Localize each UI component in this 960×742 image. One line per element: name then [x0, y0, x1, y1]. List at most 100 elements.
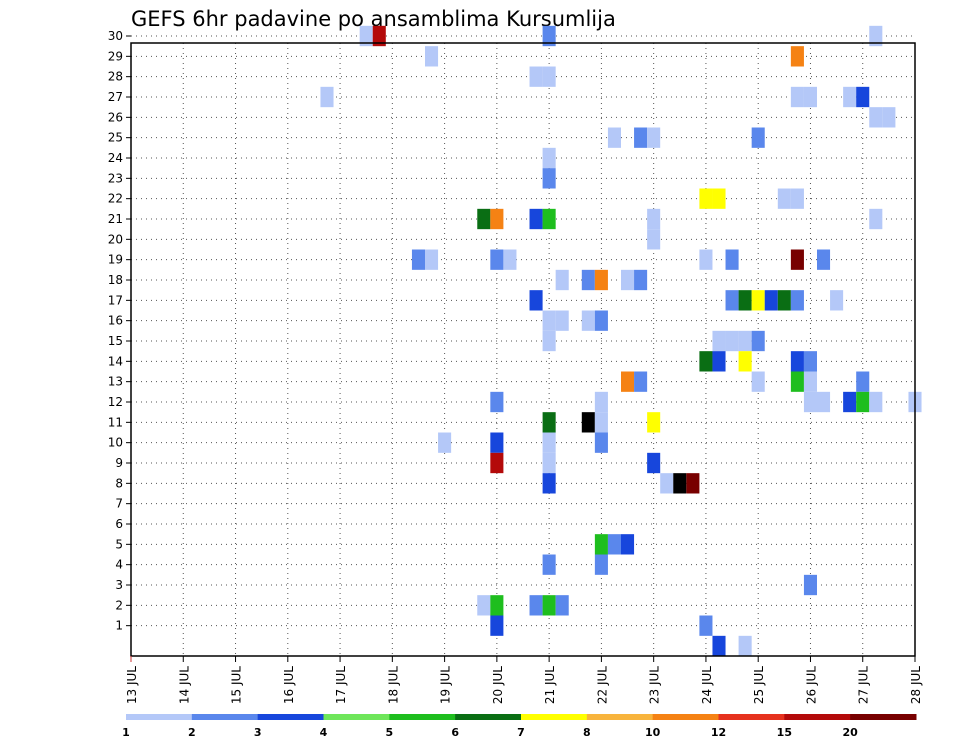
x-tick-label: 28 JUL — [909, 666, 923, 704]
precip-cell — [542, 412, 556, 433]
precip-cell — [542, 452, 556, 474]
precip-cell — [529, 290, 543, 311]
precip-cell — [790, 290, 804, 311]
legend-label: 15 — [777, 726, 792, 739]
precip-cell — [856, 86, 870, 108]
y-tick-label: 16 — [108, 314, 123, 328]
y-tick-label: 11 — [108, 415, 123, 429]
precip-cell — [555, 269, 569, 291]
precip-cell — [738, 635, 752, 657]
y-tick-label: 27 — [108, 90, 123, 104]
grid-lines — [131, 35, 915, 656]
precip-cell — [817, 249, 831, 270]
legend-swatch — [586, 714, 654, 720]
precip-cell — [790, 188, 804, 209]
precip-cell — [803, 86, 817, 108]
y-tick-label: 21 — [108, 212, 123, 226]
y-tick-label: 20 — [108, 232, 123, 246]
legend-label: 2 — [188, 726, 196, 739]
precip-cell — [490, 432, 504, 453]
legend-swatch — [389, 714, 456, 720]
precip-cell — [673, 473, 687, 494]
precip-cell — [869, 208, 883, 230]
precip-cell — [555, 310, 569, 331]
precip-cell — [686, 473, 700, 494]
precip-cell — [738, 330, 752, 352]
precip-cell — [843, 391, 857, 413]
precip-cell — [634, 127, 648, 148]
y-tick-label: 15 — [108, 334, 123, 348]
color-legend: 1 2 3 4 5 6 7 8 10 12 15 20 — [122, 714, 917, 739]
precip-cell — [856, 371, 870, 392]
precip-cell — [542, 66, 556, 87]
y-tick-label: 14 — [108, 354, 123, 368]
precip-cell — [712, 351, 726, 372]
x-tick-label: 18 JUL — [386, 666, 400, 704]
precip-cell — [660, 473, 674, 494]
precip-cell — [621, 371, 635, 392]
precip-cell — [634, 269, 648, 291]
precip-cell — [777, 290, 791, 311]
legend-swatch — [191, 714, 259, 720]
y-tick-label: 3 — [115, 578, 123, 592]
y-tick-label: 5 — [115, 537, 123, 551]
precip-cell — [542, 25, 556, 47]
precip-cell — [830, 290, 844, 311]
precip-cell — [738, 290, 752, 311]
precip-cell — [594, 412, 608, 433]
y-tick-label: 4 — [115, 558, 123, 572]
y-tick-label: 26 — [108, 110, 123, 124]
precip-cell — [594, 554, 608, 575]
precip-cell — [490, 452, 504, 474]
precip-cell — [425, 249, 439, 270]
precip-cell — [581, 412, 595, 433]
precip-cell — [542, 208, 556, 230]
precip-cell — [647, 208, 661, 230]
precip-cell — [542, 147, 556, 169]
precip-cell — [359, 25, 373, 47]
legend-swatch — [455, 714, 522, 720]
precip-cell — [764, 290, 778, 311]
precip-cell — [712, 635, 726, 657]
y-tick-label: 13 — [108, 375, 123, 389]
precip-cell — [699, 615, 713, 636]
precip-cell — [490, 391, 504, 413]
precip-cell — [647, 229, 661, 250]
legend-label: 3 — [254, 726, 262, 739]
y-tick-label: 25 — [108, 131, 123, 145]
precip-cell — [594, 432, 608, 453]
precip-cell — [712, 188, 726, 209]
precip-cell — [803, 574, 817, 596]
y-tick-label: 17 — [108, 293, 123, 307]
legend-label: 1 — [122, 726, 130, 739]
precip-cell — [751, 127, 765, 148]
precip-cell — [751, 371, 765, 392]
precip-cell — [790, 86, 804, 108]
y-tick-label: 2 — [115, 598, 123, 612]
precip-cell — [594, 310, 608, 331]
precip-cell — [751, 330, 765, 352]
y-tick-label: 12 — [108, 395, 123, 409]
precip-cell — [647, 412, 661, 433]
legend-label: 12 — [711, 726, 726, 739]
precip-cell — [490, 208, 504, 230]
precip-cell — [699, 351, 713, 372]
x-tick-label: 14 JUL — [177, 666, 191, 704]
precip-cell — [803, 371, 817, 392]
legend-label: 7 — [517, 726, 525, 739]
precip-cell — [503, 249, 517, 270]
precip-cell — [699, 188, 713, 209]
precip-cell — [542, 168, 556, 189]
precip-cell — [542, 330, 556, 352]
precip-cell — [634, 371, 648, 392]
y-tick-label: 22 — [108, 192, 123, 206]
x-tick-label: 27 JUL — [857, 666, 871, 704]
precip-cell — [790, 46, 804, 67]
precip-cell — [425, 46, 439, 67]
precip-cell — [790, 351, 804, 372]
precip-cell — [869, 25, 883, 47]
y-tick-label: 24 — [108, 151, 123, 165]
x-tick-label: 15 JUL — [230, 666, 244, 704]
x-tick-label: 21 JUL — [543, 666, 557, 704]
